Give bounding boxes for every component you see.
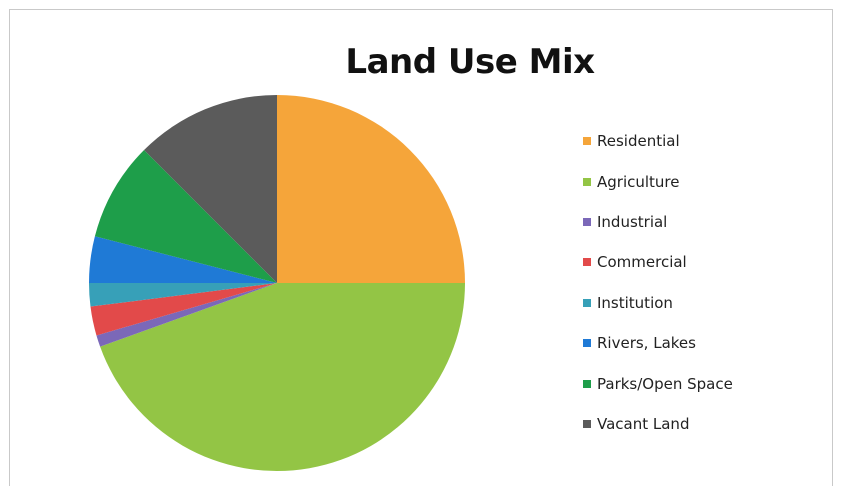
- pie-slice-rivers-lakes: [89, 236, 277, 283]
- pie-slice-commercial: [90, 283, 277, 336]
- legend-item: Rivers, Lakes: [583, 323, 733, 363]
- legend-item: Vacant Land: [583, 404, 733, 444]
- legend-item: Residential: [583, 121, 733, 161]
- chart-legend: Residential Agriculture Industrial Commerci…: [583, 121, 733, 444]
- legend-swatch: [583, 217, 591, 226]
- legend-swatch: [583, 379, 591, 388]
- pie-slice-parks-open-space: [94, 150, 277, 283]
- legend-swatch: [583, 137, 591, 146]
- legend-label: Parks/Open Space: [597, 374, 733, 393]
- legend-swatch: [583, 298, 591, 307]
- legend-label: Agriculture: [597, 172, 680, 191]
- legend-item: Commercial: [583, 242, 733, 282]
- legend-label: Rivers, Lakes: [597, 334, 696, 353]
- pie-slice-vacant-land: [144, 94, 277, 283]
- pie-slice-institution: [89, 283, 277, 307]
- legend-swatch: [583, 258, 591, 267]
- pie-slice-residential: [277, 95, 465, 283]
- legend-item: Industrial: [583, 202, 733, 242]
- legend-label: Institution: [597, 293, 673, 312]
- legend-item: Institution: [583, 283, 733, 323]
- legend-swatch: [583, 339, 591, 348]
- legend-label: Commercial: [597, 253, 687, 272]
- legend-item: Parks/Open Space: [583, 363, 733, 403]
- legend-item: Agriculture: [583, 161, 733, 201]
- legend-swatch: [583, 177, 591, 186]
- pie-slice-agriculture: [100, 283, 466, 472]
- legend-swatch: [583, 419, 591, 428]
- legend-label: Residential: [597, 132, 680, 151]
- pie-slice-industrial: [96, 283, 278, 347]
- legend-label: Industrial: [597, 212, 668, 231]
- chart-title: Land Use Mix: [345, 42, 595, 82]
- legend-label: Vacant Land: [597, 414, 690, 433]
